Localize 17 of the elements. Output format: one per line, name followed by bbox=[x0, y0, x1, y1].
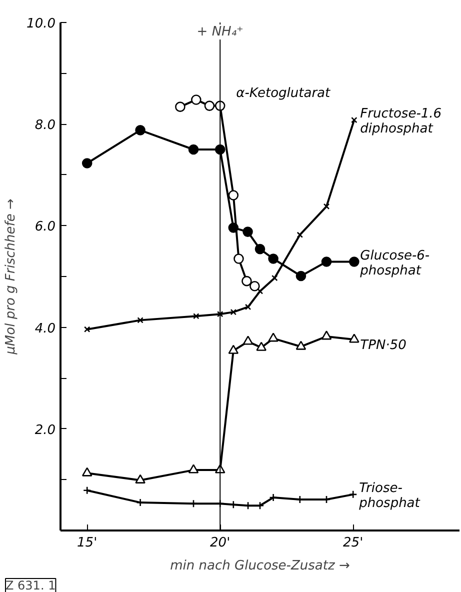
series-label: Fructose-1.6 diphosphat bbox=[360, 106, 442, 137]
x-axis-title: min nach Glucose-Zusatz → bbox=[170, 558, 350, 574]
series-label: TPN·50 bbox=[360, 338, 406, 353]
y-tick-label: 10.0 bbox=[26, 16, 56, 32]
series-label: Glucose-6- phosphat bbox=[359, 248, 430, 278]
y-tick-label: 4.0 bbox=[34, 321, 56, 336]
text: Z 631. 1 bbox=[6, 578, 56, 592]
x-tick-label: 15' bbox=[77, 536, 98, 550]
y-axis-title: μMol pro g Frischhefe → bbox=[4, 198, 19, 356]
x-tick-label: 20' bbox=[210, 536, 230, 550]
y-tick-label: 2.0 bbox=[34, 422, 56, 438]
series-label: Triose- phosphat bbox=[358, 480, 421, 511]
ref-line-label: + NH₄⁺ bbox=[196, 24, 244, 40]
y-tick-label: 6.0 bbox=[34, 220, 56, 235]
x-tick-label: 25' bbox=[343, 536, 364, 550]
y-tick-label: 8.0 bbox=[34, 118, 56, 134]
series-label: α-Ketoglutarat bbox=[236, 86, 332, 102]
